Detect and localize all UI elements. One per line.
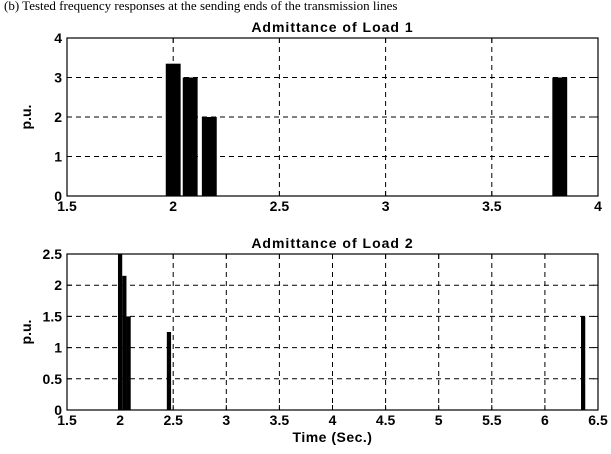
plot1-y-tick-label: 3 [54,70,62,86]
plot2-bar [122,275,127,410]
plot2-y-tick-label: 2.5 [43,246,63,262]
plot1-y-tick-label: 2 [54,109,62,125]
plot1-x-tick-label: 3.5 [482,198,502,214]
plot2-x-tick-label: 2.5 [163,412,183,428]
plot1-group: 1.5 2 2.5 3 3.5 4 0 1 2 3 4 Admittance of Load 1 p.u… [18,19,602,214]
plot2-y-tick-label: 2 [54,277,62,293]
plot2-x-tick-label: 6.5 [588,412,608,428]
plot1-y-tick-label: 0 [54,188,62,204]
plot2-x-axis-label: Time (Sec.) [293,429,373,445]
plot2-bar [166,332,172,410]
plot1-bar [165,63,181,196]
plot1-y-tick-label: 4 [54,30,62,46]
plot2-y-tick-label: 0 [54,402,62,418]
plot2-y-tick-label: 1 [54,340,62,356]
plot2-x-tick-label: 5 [435,412,443,428]
plot1-bar [552,77,568,196]
plot2-x-tick-label: 6 [541,412,549,428]
plot1-chart-title: Admittance of Load 1 [251,19,413,35]
plot2-y-axis-label: p.u. [18,320,34,345]
plot2-bar [126,316,131,410]
plot1-x-tick-label: 3 [382,198,390,214]
plot2-y-tick-label: 1.5 [43,308,63,324]
figure-caption: (b) Tested frequency responses at the se… [4,0,398,13]
plot1-x-tick-label: 1.5 [57,198,77,214]
plot1-bar [201,117,217,196]
plot2-x-tick-label: 3.5 [270,412,290,428]
plot1-x-tick-label: 2.5 [270,198,290,214]
plot2-group: 1.5 2 2.5 3 3.5 4 4.5 5 5.5 6 6.5 0 0.5 1 1.5 2 2.5 Admit… [18,235,608,445]
plot2-y-tick-label: 0.5 [43,371,63,387]
plot2-bar [117,254,123,410]
plot2-x-tick-label: 3 [222,412,230,428]
plot2-x-tick-label: 2 [116,412,124,428]
plot2-bar [581,316,586,410]
plot1-x-tick-label: 2 [169,198,177,214]
plot2-plot-area [67,254,598,410]
plot1-bar [182,77,198,196]
plot2-x-tick-label: 5.5 [482,412,502,428]
plot2-x-tick-label: 4.5 [376,412,396,428]
plot1-y-axis-label: p.u. [18,105,34,130]
plot1-y-tick-label: 1 [54,149,62,165]
plot2-x-tick-label: 1.5 [57,412,77,428]
plot2-chart-title: Admittance of Load 2 [251,235,413,251]
plot1-x-tick-label: 4 [594,198,602,214]
plot2-x-tick-label: 4 [329,412,337,428]
